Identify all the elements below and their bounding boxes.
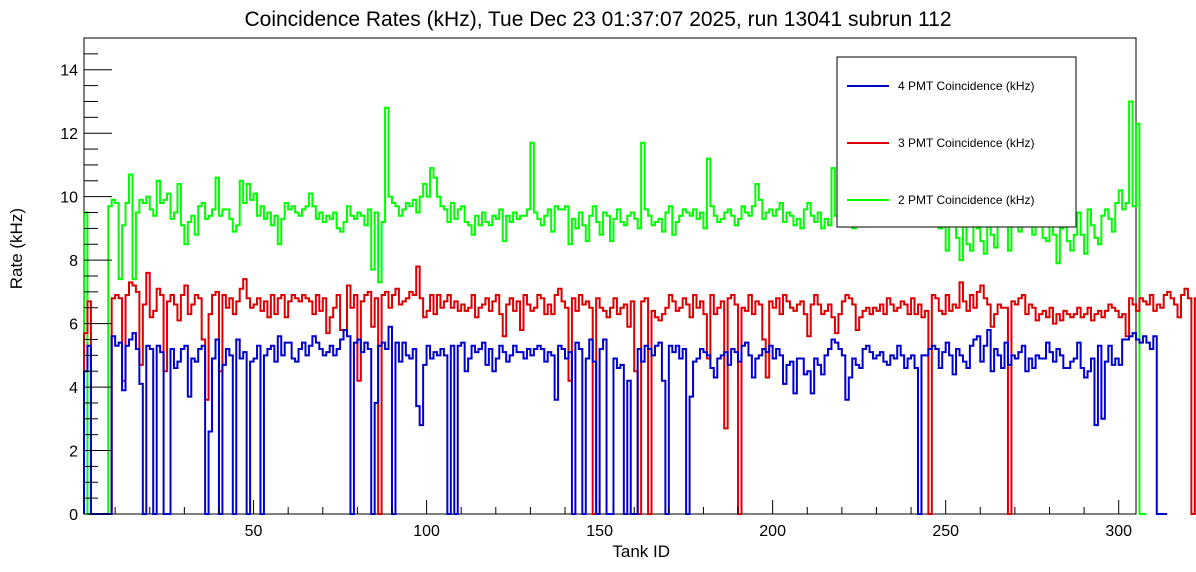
legend-label-3pmt: 3 PMT Coincidence (kHz) xyxy=(898,136,1035,150)
y-tick-label: 4 xyxy=(69,380,78,397)
y-axis-label: Rate (kHz) xyxy=(7,208,26,289)
series-line-0 xyxy=(83,325,1168,515)
x-tick-label: 150 xyxy=(586,523,613,540)
y-tick-label: 0 xyxy=(69,507,78,524)
y-tick-label: 10 xyxy=(60,190,78,207)
series-line-2 xyxy=(83,100,1147,515)
x-axis-label: Tank ID xyxy=(612,542,670,561)
y-tick-label: 12 xyxy=(60,126,78,143)
x-axis: 50 100 150 200 250 300 xyxy=(114,500,1132,540)
x-tick-label: 250 xyxy=(932,523,959,540)
x-tick-label: 50 xyxy=(245,523,263,540)
y-tick-label: 14 xyxy=(60,63,78,80)
legend-label-4pmt: 4 PMT Coincidence (kHz) xyxy=(898,79,1035,93)
series-layer xyxy=(83,100,1196,515)
series-line-1 xyxy=(83,265,1196,515)
chart-title: Coincidence Rates (kHz), Tue Dec 23 01:3… xyxy=(244,8,951,31)
y-axis: 0 2 4 6 8 10 12 14 xyxy=(60,37,112,524)
legend-label-2pmt: 2 PMT Coincidence (kHz) xyxy=(898,193,1035,207)
y-tick-label: 6 xyxy=(69,317,78,334)
x-tick-label: 100 xyxy=(413,523,440,540)
x-tick-label: 300 xyxy=(1105,523,1132,540)
y-tick-label: 8 xyxy=(69,253,78,270)
x-tick-label: 200 xyxy=(759,523,786,540)
y-tick-label: 2 xyxy=(69,444,78,461)
legend: 4 PMT Coincidence (kHz) 3 PMT Coincidenc… xyxy=(836,56,1077,228)
